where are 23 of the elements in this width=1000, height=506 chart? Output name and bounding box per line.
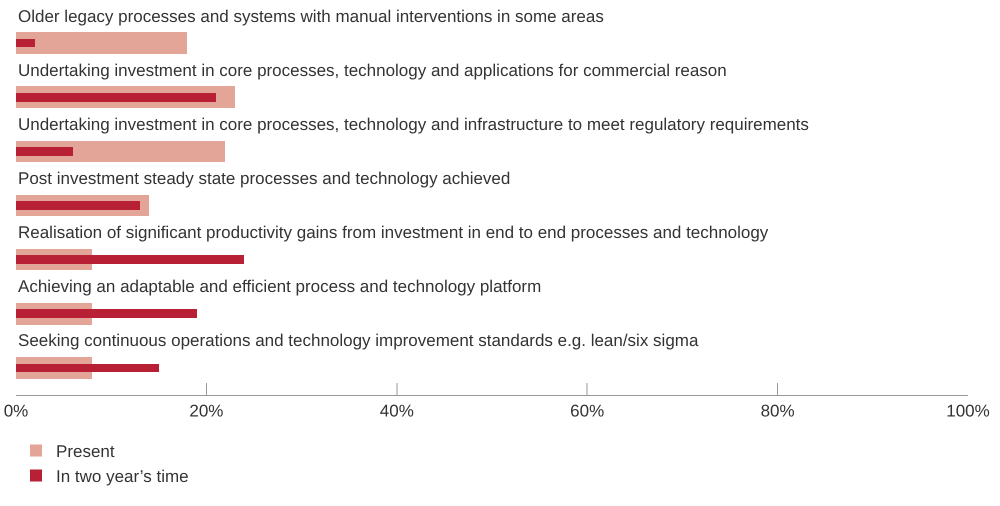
legend-label: In two year’s time <box>56 467 189 486</box>
y-tick-label: Undertaking investment in core processes, technology and infrastructure to meet regulatory requirements <box>18 115 809 134</box>
bar <box>16 147 73 156</box>
y-tick-label: Post investment steady state processes and technology achieved <box>18 169 510 188</box>
x-tick-label: 100% <box>946 401 990 420</box>
legend-label: Present <box>56 442 115 462</box>
bar <box>16 93 216 102</box>
y-tick-label: Older legacy processes and systems with manual interventions in some areas <box>18 7 604 26</box>
x-tick-label: 40% <box>380 401 414 420</box>
bar <box>16 364 159 372</box>
x-tick-label: 80% <box>760 401 795 420</box>
y-tick-label: Realisation of significant productivity gains from investment in end to end processes and technology <box>18 223 769 242</box>
y-tick-label: Seeking continuous operations and technology improvement standards e.g. lean/six sigma <box>18 331 699 350</box>
bar <box>16 32 187 54</box>
bar <box>16 201 140 210</box>
bar <box>16 309 197 318</box>
y-tick-label: Achieving an adaptable and efficient process and technology platform <box>18 277 542 296</box>
bar <box>16 255 244 264</box>
y-tick-label: Undertaking investment in core processes, technology and applications for commercial reason <box>18 61 727 80</box>
x-tick-label: 0% <box>4 401 28 420</box>
x-tick-label: 20% <box>189 401 224 420</box>
bar <box>16 39 35 47</box>
x-tick-label: 60% <box>570 401 604 420</box>
